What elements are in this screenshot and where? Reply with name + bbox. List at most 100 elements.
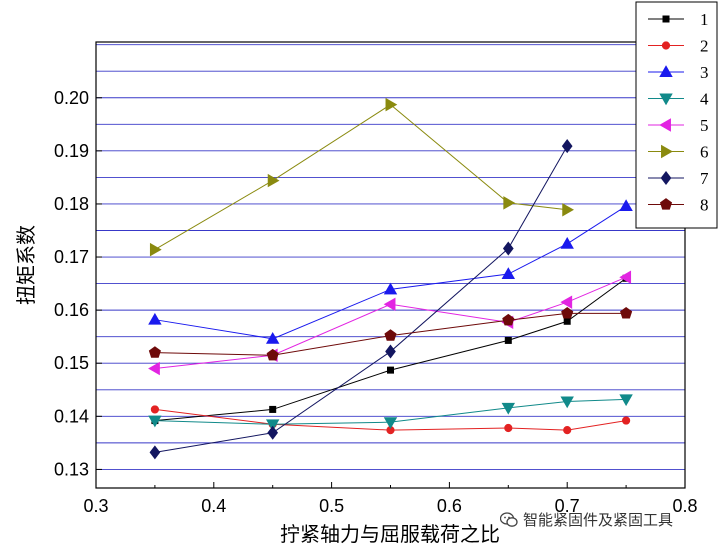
data-point-3 — [148, 312, 162, 325]
x-tick-label: 0.7 — [555, 496, 580, 516]
series-line-2 — [154, 408, 627, 431]
series-7 — [149, 139, 573, 460]
legend-entry-4: 4 — [648, 90, 709, 109]
data-point-5 — [560, 295, 573, 309]
legend-label: 8 — [700, 196, 709, 215]
legend-entry-1: 1 — [648, 10, 709, 29]
data-point-4 — [383, 417, 398, 429]
legend-entry-5: 5 — [648, 116, 709, 135]
data-point-3 — [383, 282, 398, 295]
y-tick-label: 0.18 — [54, 194, 89, 214]
legend-marker — [661, 144, 673, 159]
legend: 1 2 3 4 5 6 7 8 — [635, 1, 718, 229]
x-tick-label: 0.6 — [437, 496, 462, 516]
data-point-8 — [384, 329, 397, 341]
series-line-8 — [154, 312, 627, 356]
legend-entry-7: 7 — [648, 169, 709, 188]
legend-marker — [661, 41, 671, 50]
data-point-5 — [148, 361, 160, 376]
legend-entry-3: 3 — [648, 63, 709, 82]
data-point-6 — [503, 196, 516, 210]
data-point-5 — [383, 297, 396, 312]
data-point-7 — [561, 139, 573, 154]
watermark: 智能紧固件及紧固工具 — [500, 509, 673, 530]
legend-label: 5 — [700, 116, 709, 135]
data-point-6 — [149, 242, 162, 257]
data-point-8 — [561, 306, 574, 319]
data-point-2 — [150, 405, 159, 414]
series-6 — [149, 97, 575, 257]
data-point-2 — [504, 423, 513, 433]
data-point-4 — [501, 402, 516, 415]
data-point-1 — [269, 405, 277, 413]
x-tick-label: 0.5 — [319, 496, 344, 516]
y-tick-label: 0.13 — [54, 459, 89, 479]
data-point-3 — [619, 199, 633, 212]
data-point-8 — [502, 313, 515, 326]
legend-entry-8: 8 — [648, 196, 709, 215]
watermark-text: 智能紧固件及紧固工具 — [523, 511, 674, 529]
data-point-1 — [563, 317, 571, 325]
data-point-8 — [620, 306, 633, 319]
data-point-2 — [621, 416, 631, 425]
wechat-icon — [500, 511, 518, 527]
x-tick-label: 0.3 — [83, 496, 108, 516]
legend-label: 2 — [700, 37, 709, 56]
data-point-3 — [265, 331, 280, 344]
series-line-3 — [154, 205, 627, 340]
data-point-1 — [386, 366, 394, 374]
legend-marker — [660, 170, 672, 186]
data-point-4 — [560, 396, 574, 409]
y-tick-label: 0.19 — [54, 141, 89, 161]
legend-label: 1 — [700, 10, 709, 29]
legend-label: 6 — [700, 143, 709, 162]
legend-marker — [662, 15, 670, 23]
series-5 — [148, 270, 632, 376]
legend-entry-2: 2 — [648, 37, 709, 56]
data-point-7 — [385, 344, 396, 359]
y-axis-label: 扭矩系数 — [14, 225, 38, 305]
data-point-7 — [267, 425, 279, 440]
data-point-5 — [619, 270, 632, 284]
series-line-5 — [154, 276, 627, 370]
data-point-8 — [266, 348, 279, 361]
ticks: 0.3 0.4 0.5 0.6 0.7 0.8 0.13 0.14 0.15 0.16 0.17 0.… — [54, 88, 698, 516]
legend-marker — [659, 198, 673, 210]
legend-entry-6: 6 — [648, 143, 709, 162]
data-point-7 — [149, 445, 161, 460]
x-axis-label: 拧紧轴力与屈服载荷之比 — [280, 522, 500, 546]
series-8 — [148, 306, 633, 361]
data-point-4 — [265, 419, 280, 432]
data-point-6 — [562, 203, 575, 217]
data-point-4 — [619, 394, 633, 407]
legend-marker — [659, 65, 673, 77]
legend-box — [635, 1, 718, 229]
x-tick-label: 0.8 — [672, 496, 697, 516]
series-4 — [148, 394, 633, 432]
legend-marker — [659, 118, 671, 132]
data-point-8 — [148, 346, 161, 358]
data-point-1 — [504, 336, 512, 344]
data-point-7 — [502, 241, 514, 256]
data-point-6 — [267, 173, 280, 188]
legend-label: 7 — [700, 169, 709, 188]
series-line-1 — [154, 277, 627, 422]
y-tick-label: 0.14 — [54, 406, 89, 426]
legend-marker — [659, 93, 673, 106]
data-point-2 — [563, 426, 572, 435]
data-point-3 — [560, 236, 574, 249]
series-3 — [148, 199, 633, 344]
data-point-4 — [148, 415, 162, 428]
x-tick-label: 0.4 — [201, 496, 226, 516]
series-layer — [148, 97, 633, 460]
data-point-3 — [501, 267, 516, 279]
legend-label: 4 — [700, 90, 709, 109]
y-tick-label: 0.15 — [54, 353, 89, 373]
y-tick-label: 0.20 — [54, 88, 89, 108]
legend-label: 3 — [700, 63, 709, 82]
data-point-6 — [385, 97, 398, 112]
y-tick-label: 0.16 — [54, 300, 89, 320]
series-line-4 — [154, 398, 627, 425]
